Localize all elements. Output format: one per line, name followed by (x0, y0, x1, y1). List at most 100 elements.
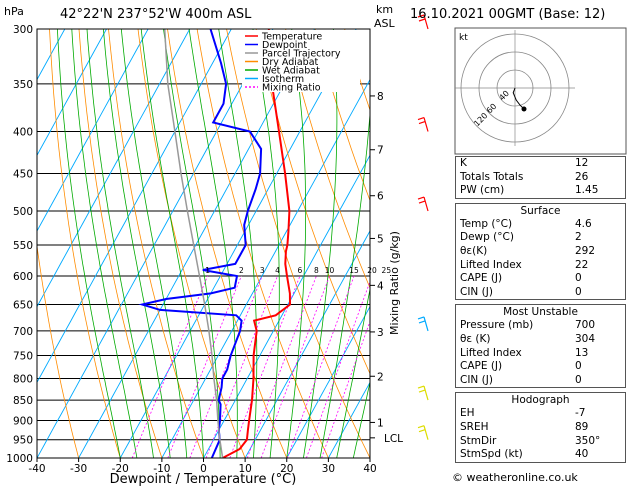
surface-label: Lifted Index (460, 258, 522, 271)
hodograph-title: Hodograph (511, 394, 570, 407)
hodograph-index-row: SREH 89 (456, 421, 625, 435)
legend-item: Dry Adiabat (262, 57, 319, 68)
dry-adiabat-line (226, 29, 370, 458)
wet-adiabat-line (303, 29, 338, 458)
wind-barb-flag (418, 200, 426, 204)
unstable-row: CIN (J) 0 (456, 374, 625, 388)
isotherm-line (37, 29, 149, 232)
wet-adiabat-line (140, 29, 204, 458)
index-row: Totals Totals 26 (456, 171, 625, 185)
lcl-label: LCL (384, 433, 403, 445)
wet-adiabat-line (352, 380, 370, 458)
wet-adiabat-line (57, 29, 121, 458)
wet-adiabat-line (188, 29, 238, 458)
km-label: km (376, 3, 393, 16)
pressure-tick-label: 850 (13, 395, 33, 407)
hodograph-index-row: StmDir 350° (456, 435, 625, 449)
pressure-tick-label: 750 (13, 350, 33, 362)
isotherm-line (78, 29, 315, 458)
dry-adiabat-line (255, 29, 370, 375)
hodograph-index-value: 89 (575, 420, 589, 433)
mixing-ratio-line (167, 275, 242, 458)
hodograph-trace (512, 87, 525, 110)
dry-adiabat-line (314, 29, 370, 202)
mixing-ratio-label: 2 (239, 266, 244, 275)
mixing-ratio-label: 4 (275, 266, 280, 275)
wind-barb-flag (418, 320, 426, 324)
dry-adiabat-line (196, 29, 329, 458)
surface-label: Dewp (°C) (460, 231, 514, 244)
wind-barb (423, 196, 429, 212)
isotherm-line (119, 29, 357, 458)
surface-row: Dewp (°C) 2 (456, 231, 625, 245)
x-tick-label: 40 (363, 463, 376, 475)
isotherm-line (161, 78, 370, 458)
wet-adiabat-line (120, 29, 188, 458)
mixing-ratio-line (131, 275, 208, 458)
hodograph-index-row: StmSpd (kt) 40 (456, 448, 625, 462)
surface-label: CIN (J) (460, 285, 493, 298)
x-tick-label: 30 (322, 463, 335, 475)
mixing-ratio-label: 1 (205, 266, 210, 275)
km-tick-label: 3 (377, 327, 384, 339)
legend-bg (242, 30, 360, 92)
unstable-label: Lifted Index (460, 346, 522, 359)
mixing-ratio-label: 15 (349, 266, 359, 275)
dry-adiabat-line (108, 29, 204, 458)
unstable-label: θε (K) (460, 332, 491, 345)
surface-box: Surface Temp (°C) 4.6 Dewp (°C) 2 θε(K) 292 Li… (455, 202, 626, 301)
x-axis-label: Dewpoint / Temperature (°C) (110, 472, 297, 486)
km-tick-label: 8 (377, 91, 384, 103)
unstable-value: 304 (575, 332, 596, 345)
wet-adiabat-line (286, 29, 307, 458)
mixing-ratio-line (229, 275, 301, 458)
mixing-ratio-line (246, 275, 317, 458)
legend-item: Mixing Ratio (262, 83, 321, 94)
mixing-ratio-label: 10 (325, 266, 335, 275)
surface-label: Temp (°C) (460, 217, 513, 230)
mixing-ratio-label: 6 (298, 266, 303, 275)
legend-item: Dewpoint (262, 40, 307, 51)
series-dewpoint (138, 29, 263, 458)
unstable-row: θε (K) 304 (456, 333, 625, 347)
x-tick-label: 20 (280, 463, 293, 475)
wet-adiabat-line (86, 29, 154, 458)
surface-title: Surface (520, 204, 561, 217)
index-label: PW (cm) (460, 184, 505, 197)
wind-barb (423, 385, 429, 401)
mixing-ratio-label: 8 (314, 266, 319, 275)
wind-barb-flag (417, 385, 425, 389)
x-tick-label: -10 (153, 463, 170, 475)
km-tick-label: 4 (377, 280, 384, 292)
unstable-label: Pressure (mb) (460, 319, 534, 332)
mixing-ratio-line (189, 275, 263, 458)
km-tick-label: 2 (377, 371, 384, 383)
hpa-label: hPa (4, 5, 24, 18)
hodograph-kt-label: kt (459, 33, 468, 43)
indices-top-box: K 12 Totals Totals 26 PW (cm) 1.45 (455, 156, 626, 199)
wind-barb (423, 425, 429, 440)
unstable-row: CAPE (J) 0 (456, 360, 625, 374)
surface-row: CAPE (J) 0 (456, 272, 625, 286)
hodograph-index-label: StmDir (460, 434, 497, 447)
unstable-label: CAPE (J) (460, 360, 503, 373)
asl-label: ASL (374, 17, 396, 30)
unstable-row: Lifted Index 13 (456, 347, 625, 361)
footer-credit[interactable]: © weatheronline.co.uk (452, 471, 578, 484)
unstable-row: Pressure (mb) 700 (456, 319, 625, 333)
pressure-tick-label: 350 (13, 79, 33, 91)
storm-motion-dot (521, 106, 527, 112)
index-label: K (460, 157, 467, 169)
wind-barb-flag (418, 120, 426, 125)
series-parcel-trajectory (163, 29, 224, 458)
wet-adiabat-line (252, 29, 280, 458)
pressure-tick-label: 1000 (6, 453, 33, 465)
wet-adiabat-line (218, 29, 258, 458)
surface-value: 22 (575, 258, 589, 271)
unstable-box: Most Unstable Pressure (mb) 700 θε (K) 304 L… (455, 304, 626, 389)
wind-barb-flag (417, 116, 425, 121)
km-tick-label: 7 (377, 145, 384, 157)
hodograph-index-value: 350° (575, 434, 601, 447)
surface-value: 0 (575, 272, 582, 285)
